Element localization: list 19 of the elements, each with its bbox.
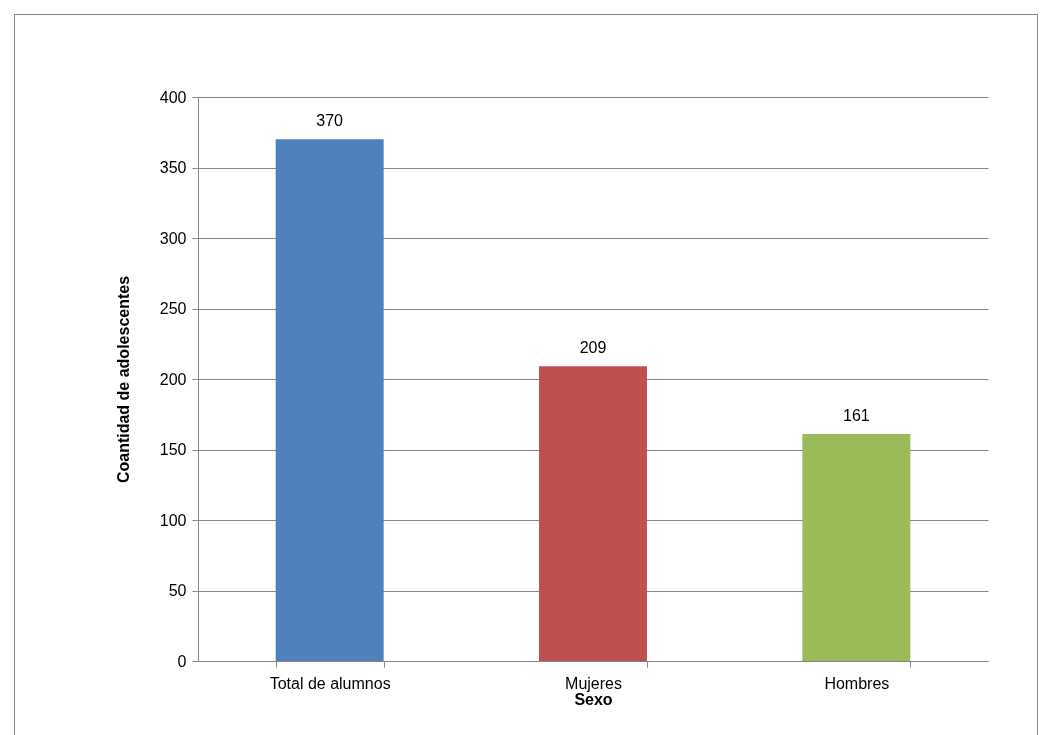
y-tick-label: 0 — [177, 652, 187, 670]
x-tick-label: Hombres — [824, 674, 890, 692]
data-label: 370 — [316, 112, 344, 130]
y-tick-label: 50 — [168, 582, 187, 599]
bar — [802, 433, 911, 661]
y-tick-label: 400 — [159, 88, 187, 106]
bar — [275, 139, 384, 661]
y-tick-label: 250 — [159, 300, 187, 317]
x-tick-label: Mujeres — [565, 674, 622, 692]
y-tick-label: 200 — [159, 370, 187, 388]
y-tick-label: 300 — [159, 229, 187, 247]
data-label: 161 — [842, 406, 870, 424]
y-axis-title: Coantidad de adolescentes — [114, 275, 132, 484]
data-label: 209 — [579, 339, 607, 357]
y-tick-label: 350 — [159, 159, 187, 176]
y-tick-label: 150 — [159, 441, 187, 458]
bar — [539, 366, 647, 661]
x-tick-label: Total de alumnos — [269, 674, 391, 692]
y-tick-label: 100 — [159, 511, 187, 529]
